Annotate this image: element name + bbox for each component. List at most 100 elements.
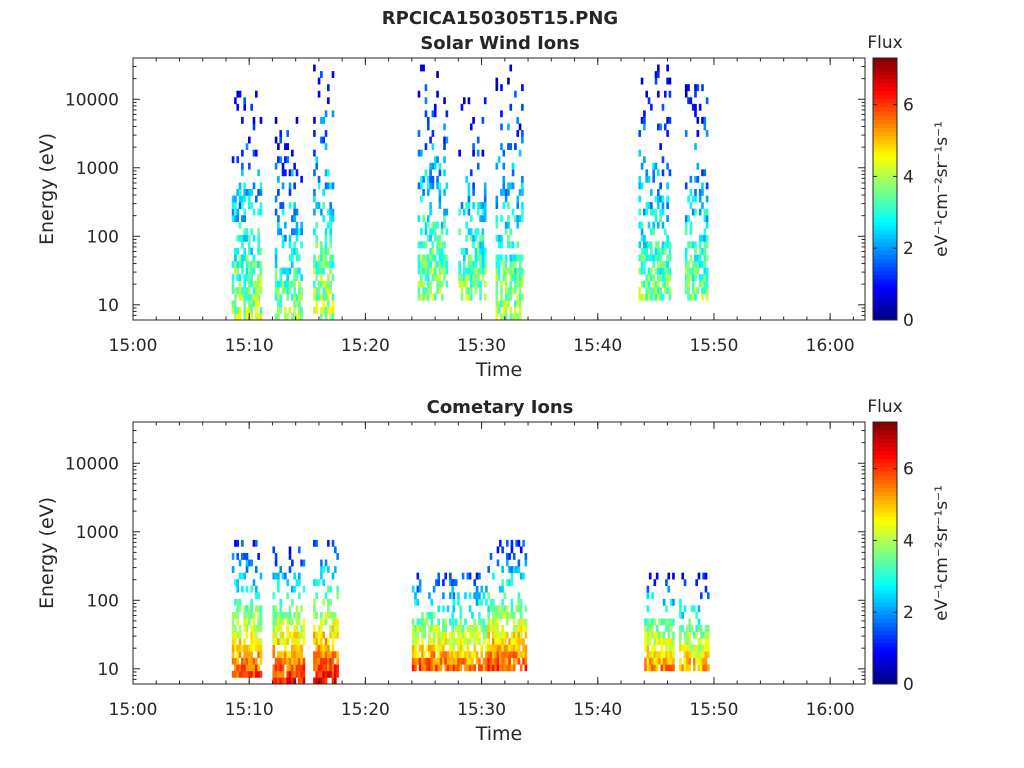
data-cell — [666, 195, 669, 203]
data-cell — [336, 553, 339, 560]
data-cell — [502, 182, 506, 190]
data-cell — [689, 254, 693, 262]
data-cell — [444, 618, 448, 626]
data-cell — [654, 208, 658, 216]
data-cell — [701, 84, 704, 92]
data-cell — [279, 293, 283, 301]
data-cell — [665, 618, 668, 626]
data-cell — [652, 175, 655, 183]
data-cell — [497, 300, 501, 308]
data-cell — [700, 638, 703, 645]
data-cell — [514, 306, 517, 314]
data-cell — [317, 280, 321, 288]
data-cell — [320, 664, 323, 672]
data-cell — [511, 287, 515, 295]
data-cell — [417, 287, 421, 295]
data-cell — [436, 90, 439, 98]
data-cell — [466, 651, 470, 659]
colorbar-step — [873, 651, 897, 656]
data-cell — [645, 280, 649, 288]
data-cell — [320, 136, 323, 144]
data-cell — [248, 162, 251, 170]
data-cell — [510, 572, 514, 580]
data-cell — [681, 664, 685, 672]
data-cell — [660, 664, 664, 672]
data-cell — [320, 657, 323, 665]
colorbar-tick-label: 0 — [903, 311, 914, 331]
x-tick-label: 16:00 — [806, 336, 855, 356]
data-cell — [462, 280, 466, 288]
data-cell — [272, 644, 276, 652]
data-cell — [505, 664, 509, 672]
data-cell — [234, 579, 237, 587]
data-cell — [433, 261, 437, 268]
data-cell — [507, 267, 510, 275]
data-cell — [519, 664, 523, 672]
data-cell — [317, 579, 321, 587]
data-cell — [653, 618, 657, 626]
data-cell — [444, 638, 448, 645]
data-cell — [243, 215, 246, 223]
data-cell — [327, 651, 330, 659]
data-cell — [684, 280, 688, 288]
data-cell — [705, 130, 709, 137]
data-cell — [245, 605, 249, 613]
data-cell — [252, 618, 256, 626]
data-cell — [495, 313, 499, 321]
colorbar-step — [873, 589, 897, 595]
data-cell — [686, 657, 689, 665]
data-cell — [437, 605, 441, 613]
data-cell — [300, 241, 303, 249]
data-cell — [293, 280, 296, 288]
data-cell — [661, 247, 665, 255]
data-cell — [514, 287, 517, 295]
data-cell — [429, 261, 432, 268]
data-cell — [431, 175, 435, 183]
data-cell — [518, 149, 522, 157]
data-cell — [644, 618, 647, 626]
data-cell — [495, 162, 499, 170]
data-cell — [473, 638, 477, 645]
data-cell — [331, 625, 335, 632]
data-cell — [322, 116, 326, 124]
data-cell — [286, 579, 289, 587]
data-cell — [461, 638, 465, 645]
data-cell — [705, 215, 709, 223]
data-cell — [279, 202, 283, 209]
data-cell — [495, 280, 499, 288]
data-cell — [315, 664, 319, 672]
data-cell — [654, 77, 658, 85]
data-cell — [236, 90, 240, 98]
data-cell — [690, 625, 694, 632]
data-cell — [331, 664, 335, 672]
data-cell — [324, 247, 328, 255]
data-cell — [238, 313, 242, 321]
data-cell — [293, 215, 296, 223]
data-cell — [243, 618, 246, 626]
data-cell — [652, 287, 655, 295]
data-cell — [241, 202, 244, 209]
colorbar-step — [873, 246, 897, 251]
data-cell — [501, 644, 504, 652]
data-cell — [421, 664, 424, 672]
data-cell — [245, 306, 249, 314]
data-cell — [500, 287, 503, 295]
data-cell — [466, 638, 470, 645]
data-cell — [331, 300, 335, 308]
data-cell — [492, 572, 495, 580]
data-cell — [687, 293, 690, 301]
data-cell — [259, 287, 263, 295]
data-cell — [300, 175, 303, 183]
data-cell — [483, 280, 487, 288]
data-cell — [640, 293, 644, 301]
data-cell — [297, 657, 301, 665]
data-cell — [250, 625, 253, 632]
data-cell — [643, 293, 646, 301]
data-cell — [494, 631, 497, 639]
data-cell — [417, 241, 421, 249]
data-cell — [701, 261, 704, 268]
data-cell — [313, 189, 316, 196]
data-cell — [501, 638, 504, 645]
data-cell — [462, 97, 466, 105]
colorbar-step — [873, 258, 897, 264]
